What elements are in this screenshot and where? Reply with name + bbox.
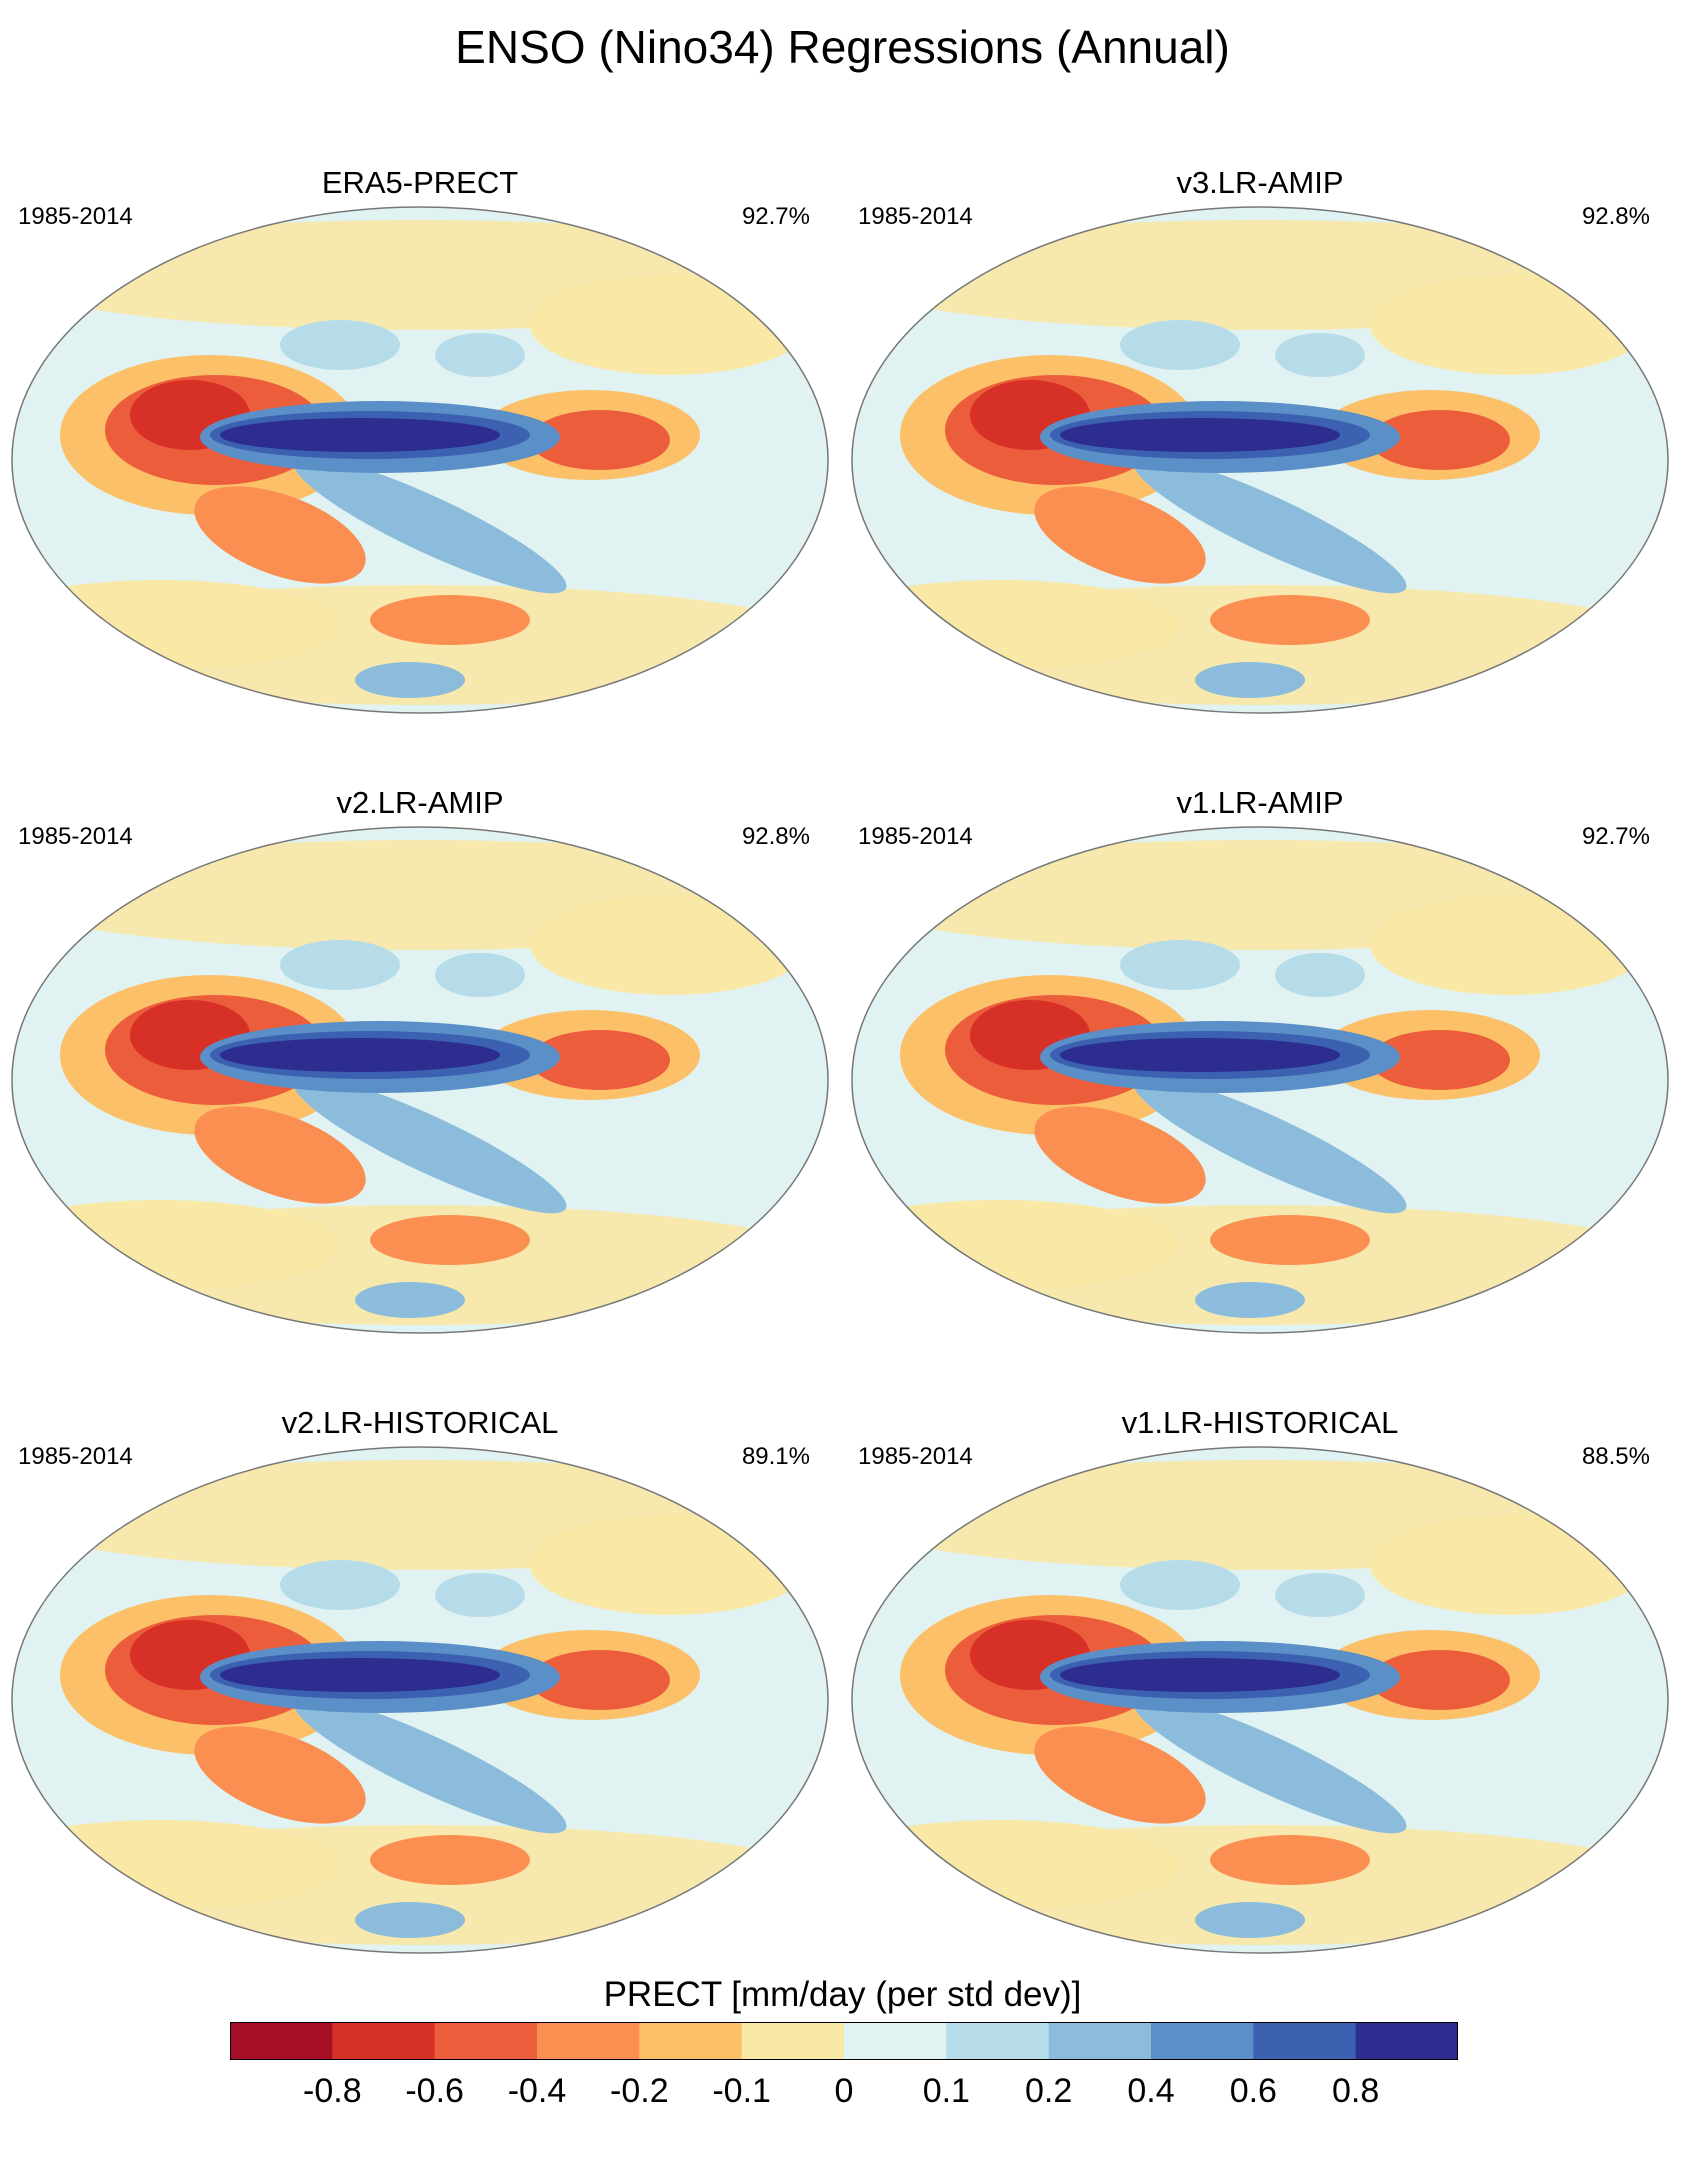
panel-title: v3.LR-AMIP <box>1176 165 1344 200</box>
panel-title: ERA5-PRECT <box>321 165 519 200</box>
panel-percent: 92.7% <box>741 203 810 230</box>
colorbar-tick-label: 0.4 <box>1127 2072 1175 2110</box>
colorbar-tick-label: -0.6 <box>405 2072 464 2110</box>
colorbar-swatch <box>230 2022 333 2060</box>
colorbar-swatch <box>1048 2022 1152 2060</box>
colorbar-swatch <box>332 2022 436 2060</box>
panel-period: 1985-2014 <box>18 1443 133 1470</box>
panel-percent: 88.5% <box>1581 1443 1650 1470</box>
colorbar-tick-label: -0.4 <box>507 2072 567 2110</box>
panel-period: 1985-2014 <box>858 823 973 850</box>
colorbar-tick-label: -0.1 <box>712 2072 771 2110</box>
panel-percent: 92.8% <box>741 823 810 850</box>
map-panel: v3.LR-AMIP 1985-2014 92.8% <box>840 165 1680 725</box>
colorbar-tick-label: -0.8 <box>303 2072 362 2110</box>
panel-period: 1985-2014 <box>858 203 973 230</box>
colorbar-swatch <box>741 2022 845 2060</box>
map-panel: v2.LR-HISTORICAL 1985-2014 89.1% <box>0 1405 840 1965</box>
panel-period: 1985-2014 <box>858 1443 973 1470</box>
colorbar-swatch <box>537 2022 640 2060</box>
panel-percent: 92.8% <box>1581 203 1650 230</box>
map-canvas <box>11 206 829 714</box>
colorbar-swatch <box>639 2022 743 2060</box>
colorbar-swatch <box>434 2022 538 2060</box>
colorbar-swatch <box>1151 2022 1254 2060</box>
colorbar-tick-label: -0.2 <box>610 2072 669 2110</box>
map-panel: v1.LR-AMIP 1985-2014 92.7% <box>840 785 1680 1345</box>
map-panel: v2.LR-AMIP 1985-2014 92.8% <box>0 785 840 1345</box>
colorbar <box>230 2022 1458 2060</box>
colorbar-tick-label: 0.8 <box>1332 2072 1380 2110</box>
panel-percent: 89.1% <box>741 1443 810 1470</box>
colorbar-swatch <box>1355 2022 1458 2060</box>
figure-title: ENSO (Nino34) Regressions (Annual) <box>455 21 1230 73</box>
colorbar-tick-label: 0.1 <box>922 2072 970 2110</box>
panel-title: v2.LR-AMIP <box>336 785 504 820</box>
colorbar-tick-label: 0.2 <box>1025 2072 1073 2110</box>
colorbar-tick-label: 0.6 <box>1229 2072 1277 2110</box>
map-canvas <box>851 1446 1669 1954</box>
map-panel: ERA5-PRECT 1985-2014 92.7% <box>0 165 840 725</box>
map-panel: v1.LR-HISTORICAL 1985-2014 88.5% <box>840 1405 1680 1965</box>
map-canvas <box>11 1446 829 1954</box>
map-canvas <box>851 826 1669 1334</box>
panel-title: v2.LR-HISTORICAL <box>281 1405 559 1440</box>
panel-title: v1.LR-HISTORICAL <box>1121 1405 1399 1440</box>
colorbar-swatch <box>844 2022 947 2060</box>
panel-period: 1985-2014 <box>18 823 133 850</box>
colorbar-swatch <box>1253 2022 1357 2060</box>
map-canvas <box>851 206 1669 714</box>
colorbar-tick-label: 0 <box>834 2072 854 2110</box>
colorbar-swatch <box>946 2022 1050 2060</box>
panel-title: v1.LR-AMIP <box>1176 785 1344 820</box>
panel-percent: 92.7% <box>1581 823 1650 850</box>
map-canvas <box>11 826 829 1334</box>
panel-period: 1985-2014 <box>18 203 133 230</box>
colorbar-label: PRECT [mm/day (per std dev)] <box>603 1975 1082 2014</box>
